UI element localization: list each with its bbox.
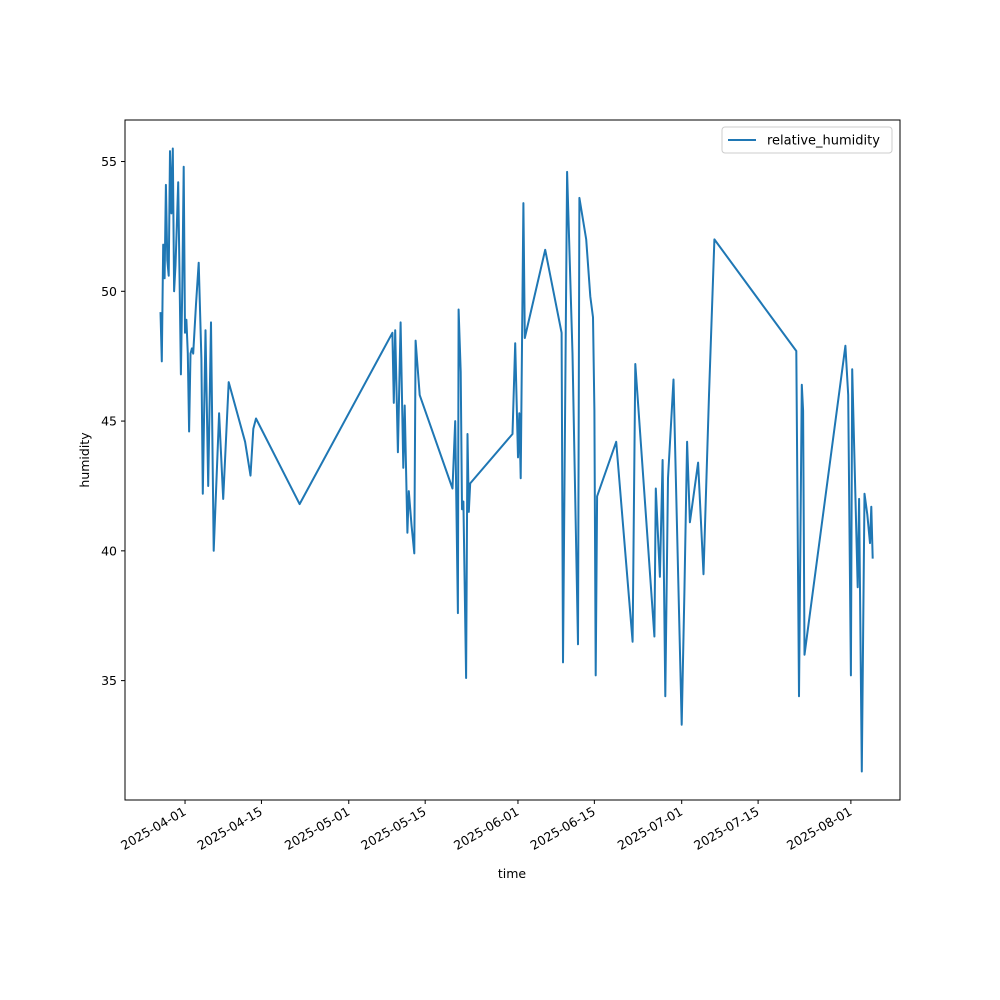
legend: relative_humidity [721,126,893,154]
y-tick-label: 35 [101,673,117,688]
y-axis-label: humidity [77,432,92,488]
x-tick-label: 2025-07-01 [615,804,685,853]
legend-box [721,126,893,154]
x-tick-label: 2025-06-15 [527,804,597,853]
x-tick-label: 2025-05-01 [282,804,352,853]
x-tick-label: 2025-05-15 [358,804,428,853]
y-tick-label: 40 [101,543,117,558]
x-axis-label: time [498,866,527,881]
plot-frame [124,119,901,801]
x-axis: 2025-04-01 2025-04-15 2025-05-01 2025-05-15… [118,800,854,853]
plot-area [159,147,874,773]
y-tick-label: 55 [101,154,117,169]
x-tick-label: 2025-07-15 [691,804,761,853]
y-axis: 35 40 45 50 55 [101,154,125,688]
x-tick-label: 2025-06-01 [451,804,521,853]
series-line-relative_humidity [159,147,874,773]
legend-label: relative_humidity [767,134,880,149]
x-tick-label: 2025-08-01 [784,804,854,853]
x-tick-label: 2025-04-01 [118,804,188,853]
x-tick-label: 2025-04-15 [195,804,265,853]
y-tick-label: 50 [101,284,117,299]
y-tick-label: 45 [101,414,117,429]
